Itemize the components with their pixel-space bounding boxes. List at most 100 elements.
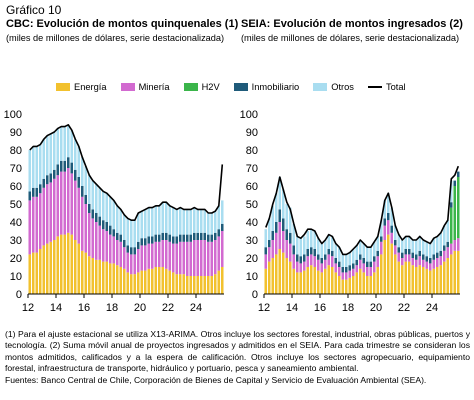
bar-segment-mineria — [393, 245, 397, 255]
bar-segment-inmobiliario — [351, 263, 355, 269]
bar-segment-h2v — [449, 207, 453, 244]
legend-label-otros: Otros — [331, 82, 354, 92]
bar-segment-inmobiliario — [178, 234, 182, 242]
bar-segment-inmobiliario — [105, 222, 109, 231]
bar-segment-otros — [147, 207, 151, 237]
y-tick-label: 30 — [10, 235, 22, 247]
y-tick-label: 90 — [10, 127, 22, 139]
bar-segment-otros — [344, 254, 348, 267]
bar-segment-inmobiliario — [439, 250, 443, 257]
bar-segment-inmobiliario — [147, 236, 151, 244]
y-tick-label: 10 — [246, 271, 258, 283]
bar-segment-otros — [77, 146, 81, 177]
bar-segment-inmobiliario — [66, 157, 70, 168]
bar-segment-otros — [119, 209, 123, 235]
y-tick-label: 40 — [10, 217, 22, 229]
bar-segment-inmobiliario — [362, 258, 366, 264]
bar-segment-energia — [52, 240, 56, 294]
bar-segment-inmobiliario — [369, 261, 373, 267]
bar-segment-energia — [397, 261, 401, 294]
bar-segment-mineria — [80, 196, 84, 251]
bar-segment-otros — [411, 240, 415, 253]
bar-segment-energia — [355, 272, 359, 294]
legend-swatch-total — [367, 86, 382, 88]
bar-segment-energia — [161, 267, 165, 294]
bar-segment-energia — [428, 270, 432, 294]
bar-segment-mineria — [411, 258, 415, 266]
bar-segment-energia — [358, 268, 362, 294]
bar-segment-mineria — [196, 240, 200, 276]
bar-segment-energia — [390, 243, 394, 294]
bar-segment-inmobiliario — [411, 252, 415, 258]
bar-segment-energia — [143, 270, 147, 294]
footnotes: (1) Para el ajuste estacional se utiliza… — [5, 329, 470, 386]
bar-segment-energia — [77, 243, 81, 294]
bar-segment-energia — [140, 270, 144, 294]
bar-segment-otros — [362, 243, 366, 258]
bar-segment-energia — [164, 268, 168, 294]
left-panel-subtitle: (miles de millones de dólares, serie des… — [6, 33, 225, 43]
bar-segment-energia — [372, 272, 376, 294]
bar-segment-inmobiliario — [404, 249, 408, 255]
bar-segment-energia — [327, 265, 331, 294]
bar-segment-mineria — [453, 240, 457, 251]
bar-segment-mineria — [77, 187, 81, 244]
bar-segment-mineria — [414, 259, 418, 267]
legend-swatch-inmobiliario — [233, 83, 248, 91]
bar-segment-otros — [379, 220, 383, 237]
right-panel-title: SEIA: Evolución de montos ingresados (2) — [241, 18, 463, 30]
bar-segment-inmobiliario — [171, 236, 175, 244]
bar-segment-inmobiliario — [213, 232, 217, 240]
bar-segment-inmobiliario — [161, 232, 165, 240]
bar-segment-mineria — [143, 245, 147, 271]
bar-segment-inmobiliario — [101, 220, 105, 230]
bar-segment-inmobiliario — [428, 258, 432, 264]
bar-segment-mineria — [192, 240, 196, 276]
bar-segment-otros — [28, 150, 32, 192]
bar-segment-energia — [213, 274, 217, 294]
total-line — [265, 165, 460, 256]
x-tick-label: 16 — [314, 302, 326, 314]
bar-segment-inmobiliario — [210, 234, 214, 242]
footnote-text: (1) Para el ajuste estacional se utiliza… — [5, 329, 470, 374]
bar-segment-mineria — [456, 238, 460, 251]
bar-segment-mineria — [337, 267, 341, 276]
bar-segment-inmobiliario — [112, 229, 116, 237]
bar-segment-mineria — [292, 254, 296, 269]
bar-segment-inmobiliario — [274, 222, 278, 233]
bar-segment-otros — [171, 207, 175, 237]
bar-segment-inmobiliario — [91, 209, 95, 219]
bar-segment-mineria — [355, 265, 359, 273]
bar-segment-otros — [397, 234, 401, 248]
bar-segment-energia — [45, 243, 49, 294]
bar-segment-inmobiliario — [386, 213, 390, 221]
bar-segment-inmobiliario — [323, 254, 327, 260]
bar-segment-energia — [313, 267, 317, 294]
bar-segment-otros — [213, 211, 217, 233]
y-tick-label: 20 — [10, 253, 22, 265]
legend-swatch-energia — [56, 83, 70, 91]
bar-segment-mineria — [38, 193, 42, 249]
y-tick-label: 70 — [10, 163, 22, 175]
bar-segment-otros — [31, 146, 35, 188]
legend-label-mineria: Minería — [138, 82, 170, 92]
bar-segment-mineria — [439, 256, 443, 266]
bar-segment-otros — [372, 241, 376, 257]
bar-segment-mineria — [428, 263, 432, 271]
x-tick-label: 18 — [106, 302, 118, 314]
bar-segment-mineria — [45, 184, 49, 244]
bar-segment-inmobiliario — [73, 169, 77, 181]
bar-segment-otros — [164, 202, 168, 233]
bar-segment-inmobiliario — [59, 160, 63, 172]
bar-segment-energia — [439, 265, 443, 294]
y-tick-label: 80 — [10, 145, 22, 157]
bar-segment-mineria — [150, 243, 154, 269]
bar-segment-otros — [267, 218, 271, 240]
bar-segment-otros — [365, 247, 369, 262]
bar-segment-otros — [129, 220, 133, 248]
bar-segment-otros — [274, 193, 278, 222]
y-tick-label: 90 — [246, 127, 258, 139]
bar-segment-energia — [73, 240, 77, 294]
bar-segment-otros — [38, 144, 42, 185]
bar-segment-otros — [98, 187, 102, 217]
